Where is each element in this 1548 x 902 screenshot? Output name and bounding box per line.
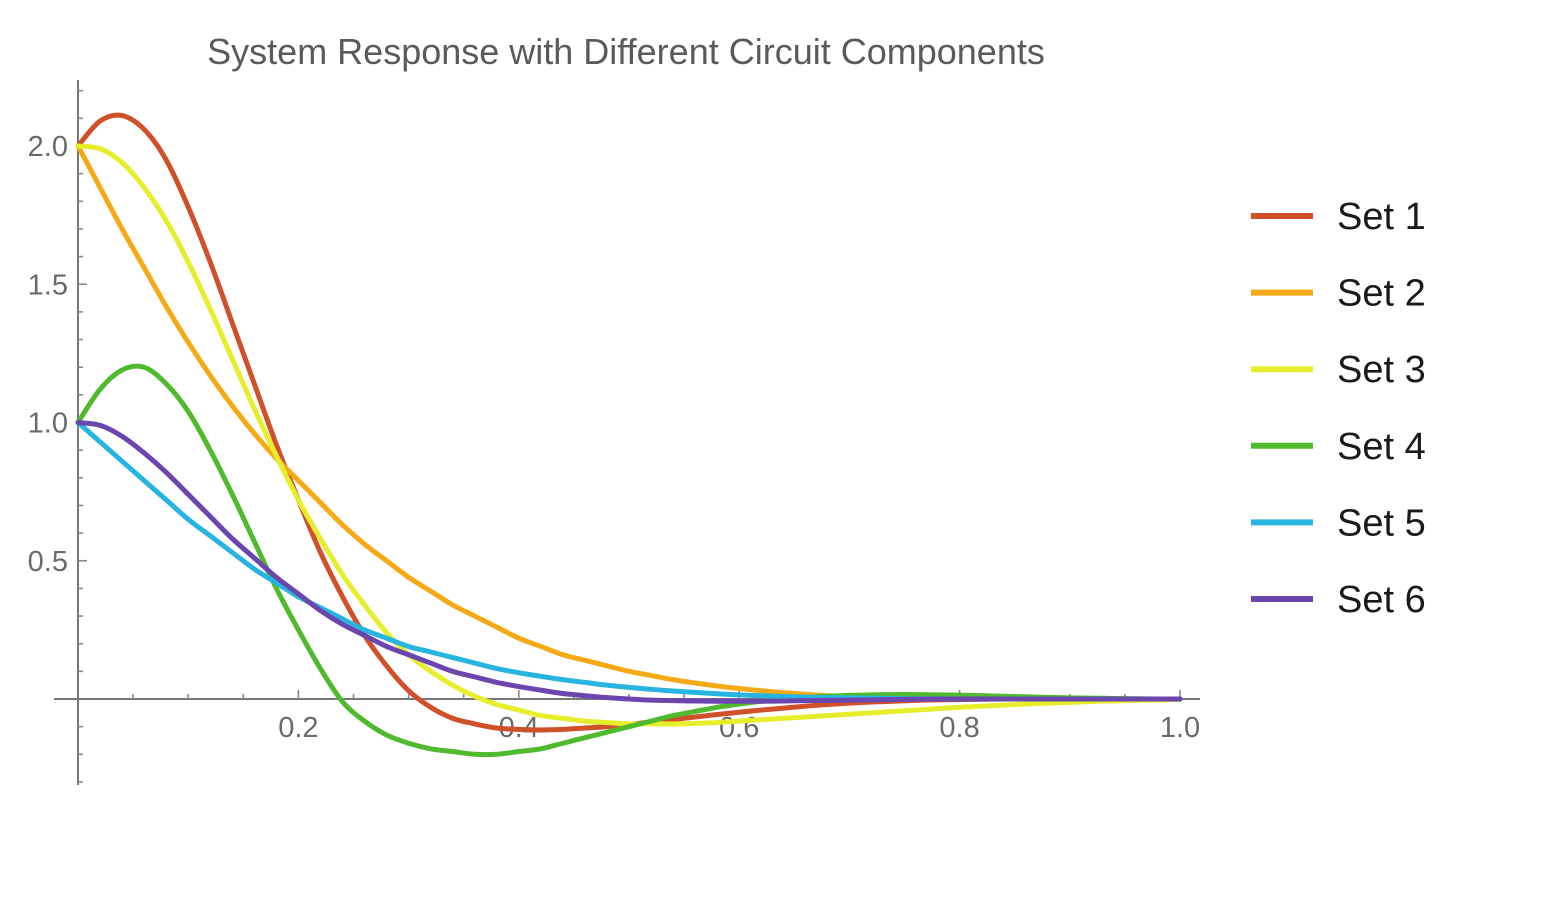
axes xyxy=(54,80,1200,785)
minor-ticks xyxy=(78,89,1126,783)
series-line-set-5 xyxy=(75,420,1183,702)
y-tick-label: 0.5 xyxy=(28,546,68,578)
series-lines xyxy=(75,112,1183,758)
series-line-set-3 xyxy=(75,143,1183,727)
x-ticks: 0.2 0.4 0.6 0.8 1.0 xyxy=(278,690,1200,744)
series-line-set-6 xyxy=(75,420,1183,704)
legend-label: Set 6 xyxy=(1337,579,1426,621)
y-tick-label: 2.0 xyxy=(28,131,68,163)
series-line-set-4 xyxy=(75,363,1183,758)
legend-label: Set 5 xyxy=(1337,502,1426,544)
y-tick-label: 1.0 xyxy=(28,408,68,440)
x-tick-label: 0.8 xyxy=(939,712,979,744)
legend-label: Set 4 xyxy=(1337,426,1426,468)
legend-label: Set 3 xyxy=(1337,349,1426,391)
legend: Set 1 Set 2 Set 3 Set 4 Set 5 Set 6 xyxy=(1251,196,1426,621)
x-tick-label: 0.6 xyxy=(719,712,759,744)
x-tick-label: 0.2 xyxy=(278,712,318,744)
legend-label: Set 2 xyxy=(1337,273,1426,315)
series-line-set-2 xyxy=(75,143,1183,702)
chart-title: System Response with Different Circuit C… xyxy=(207,31,1045,72)
y-tick-label: 1.5 xyxy=(28,269,68,301)
x-tick-label: 1.0 xyxy=(1160,712,1200,744)
legend-label: Set 1 xyxy=(1337,196,1426,238)
y-ticks: 0.5 1.0 1.5 2.0 xyxy=(28,131,87,578)
